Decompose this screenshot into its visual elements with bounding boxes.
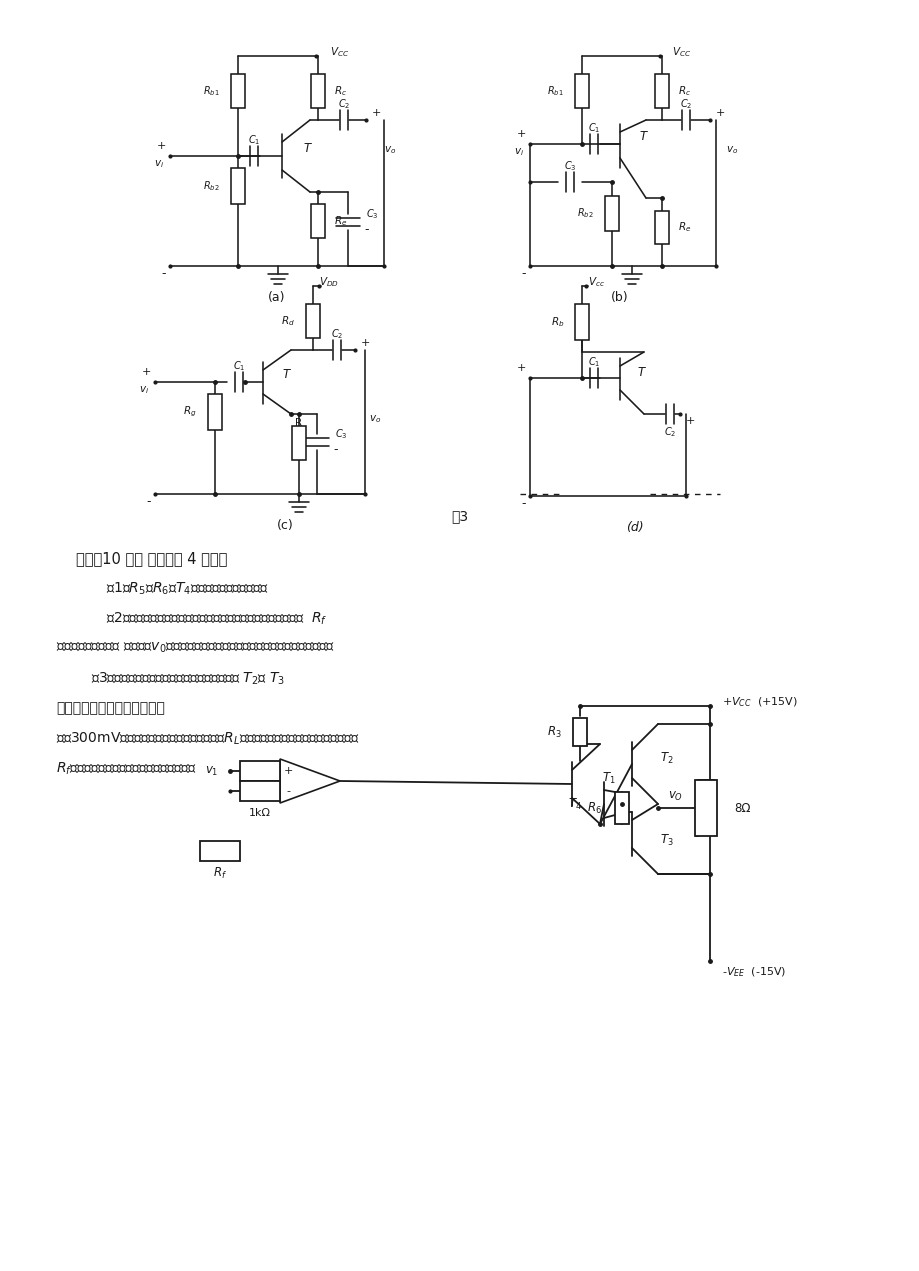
Bar — [654, 211, 668, 244]
Bar — [231, 168, 244, 205]
Bar — [208, 394, 221, 430]
Bar — [614, 792, 629, 824]
Bar — [311, 205, 324, 238]
Bar — [574, 304, 588, 341]
Text: +: + — [371, 108, 381, 118]
Text: $C_1$: $C_1$ — [587, 121, 599, 135]
Text: T: T — [637, 366, 644, 379]
Text: $C_1$: $C_1$ — [233, 360, 245, 372]
Text: (d): (d) — [626, 521, 643, 535]
Text: 1kΩ: 1kΩ — [249, 785, 271, 796]
Text: $R_3$: $R_3$ — [547, 724, 562, 740]
Text: $T_3$: $T_3$ — [659, 833, 673, 848]
Polygon shape — [279, 759, 340, 803]
Text: $R_{b1}$: $R_{b1}$ — [203, 84, 220, 98]
Text: $v_1$: $v_1$ — [204, 764, 218, 778]
Text: $v_i$: $v_i$ — [153, 158, 164, 170]
Text: $V_{DD}$: $V_{DD}$ — [319, 275, 338, 289]
Text: $C_1$: $C_1$ — [247, 133, 260, 147]
Text: （1）$R_5$、$R_6$和$T_4$构成的电路有什么作用？: （1）$R_5$、$R_6$和$T_4$构成的电路有什么作用？ — [106, 581, 268, 597]
Text: $v_i$: $v_i$ — [514, 146, 524, 158]
Bar — [654, 74, 668, 108]
Text: （2）希望在不增加其它任何元器件情况下，通过图中反馈电阻  $R_f$: （2）希望在不增加其它任何元器件情况下，通过图中反馈电阻 $R_f$ — [106, 611, 327, 628]
Bar — [199, 841, 240, 860]
Bar — [231, 74, 244, 108]
Text: (a): (a) — [268, 291, 286, 305]
Text: (b): (b) — [610, 291, 628, 305]
Text: $C_2$: $C_2$ — [664, 425, 675, 438]
Text: 引入负反馈，以稳定 输出电压$v_0$。试画出反馈通路的连线，并说明该反馈是什么组态；: 引入负反馈，以稳定 输出电压$v_0$。试画出反馈通路的连线，并说明该反馈是什么… — [56, 641, 335, 656]
Text: +: + — [516, 128, 526, 139]
Text: -$V_{EE}$  (-15V): -$V_{EE}$ (-15V) — [721, 965, 786, 979]
Bar — [694, 780, 716, 836]
Bar — [306, 304, 320, 338]
Text: $C_3$: $C_3$ — [335, 427, 347, 441]
Bar — [573, 718, 586, 746]
Text: $R_e$: $R_e$ — [334, 214, 347, 228]
Text: $T_1$: $T_1$ — [601, 770, 615, 785]
Text: T: T — [640, 130, 646, 142]
Text: $R_c$: $R_c$ — [677, 84, 690, 98]
Text: -: - — [146, 496, 151, 508]
Text: $R_{b1}$: $R_{b1}$ — [547, 84, 563, 98]
Text: +: + — [715, 108, 724, 118]
Text: 8Ω: 8Ω — [733, 802, 750, 815]
Text: $C_2$: $C_2$ — [331, 327, 343, 341]
Text: $v_o$: $v_o$ — [383, 144, 396, 156]
Text: 1kΩ: 1kΩ — [249, 808, 271, 819]
Text: $R_c$: $R_c$ — [334, 84, 346, 98]
Text: $R_6$: $R_6$ — [586, 801, 601, 816]
Text: $v_O$: $v_O$ — [667, 789, 683, 802]
Text: $R_b$: $R_b$ — [550, 315, 563, 329]
Text: $T_2$: $T_2$ — [659, 750, 673, 765]
Text: +: + — [516, 364, 526, 372]
Text: $V_{CC}$: $V_{CC}$ — [330, 44, 349, 58]
Text: $R_f$应取多大？此时负载获得的功率有多大？: $R_f$应取多大？此时负载获得的功率有多大？ — [56, 761, 197, 778]
Text: R: R — [295, 418, 302, 428]
Text: （3）假设引入的负反馈为深度负反馈，可忽略 $T_2$、 $T_3$: （3）假设引入的负反馈为深度负反馈，可忽略 $T_2$、 $T_3$ — [56, 671, 285, 688]
Text: +: + — [360, 338, 370, 348]
Bar — [574, 74, 588, 108]
Text: $R_{b2}$: $R_{b2}$ — [203, 179, 220, 193]
Text: 值为300mV的正弦波信号时，若要求负载电阻$R_L$上得到最大不失真输出电压，反馈电阻: 值为300mV的正弦波信号时，若要求负载电阻$R_L$上得到最大不失真输出电压，… — [56, 731, 359, 747]
Text: $R_{b2}$: $R_{b2}$ — [577, 207, 594, 220]
Text: $C_3$: $C_3$ — [366, 207, 378, 221]
Text: -: - — [333, 444, 337, 456]
Text: $v_i$: $v_i$ — [139, 384, 149, 395]
Text: +: + — [156, 141, 165, 151]
Text: $C_2$: $C_2$ — [337, 97, 350, 111]
Text: -: - — [162, 267, 165, 281]
Text: $C_1$: $C_1$ — [587, 355, 599, 369]
Text: -: - — [521, 267, 526, 281]
Text: $R_f$: $R_f$ — [212, 866, 227, 881]
Text: $C_2$: $C_2$ — [679, 97, 691, 111]
Text: -: - — [364, 224, 369, 236]
Text: $V_{cc}$: $V_{cc}$ — [587, 275, 604, 289]
Text: -: - — [286, 785, 289, 796]
Text: (c): (c) — [277, 520, 293, 533]
Text: 的饱和管压降。当电路输入幅: 的饱和管压降。当电路输入幅 — [56, 702, 165, 716]
Bar — [240, 780, 279, 801]
Text: $V_{CC}$: $V_{CC}$ — [672, 44, 691, 58]
Text: 图3: 图3 — [451, 508, 468, 522]
Bar — [240, 761, 279, 780]
Text: +: + — [283, 766, 292, 777]
Text: $T_4$: $T_4$ — [567, 797, 582, 812]
Text: $R_d$: $R_d$ — [281, 314, 295, 328]
Text: $R_e$: $R_e$ — [677, 221, 690, 234]
Bar — [291, 426, 306, 460]
Text: +: + — [686, 416, 695, 426]
Text: -: - — [521, 497, 526, 511]
Text: +: + — [142, 367, 151, 377]
Bar — [605, 196, 618, 231]
Text: $R_g$: $R_g$ — [183, 404, 197, 419]
Text: T: T — [303, 141, 311, 155]
Text: +$V_{CC}$  (+15V): +$V_{CC}$ (+15V) — [721, 695, 797, 709]
Text: T: T — [283, 367, 289, 380]
Text: $v_o$: $v_o$ — [725, 144, 737, 156]
Text: 四、（10 分） 电路如图 4 所示。: 四、（10 分） 电路如图 4 所示。 — [76, 552, 227, 566]
Text: $v_o$: $v_o$ — [369, 413, 380, 425]
Bar — [311, 74, 324, 108]
Text: $C_3$: $C_3$ — [563, 159, 575, 173]
